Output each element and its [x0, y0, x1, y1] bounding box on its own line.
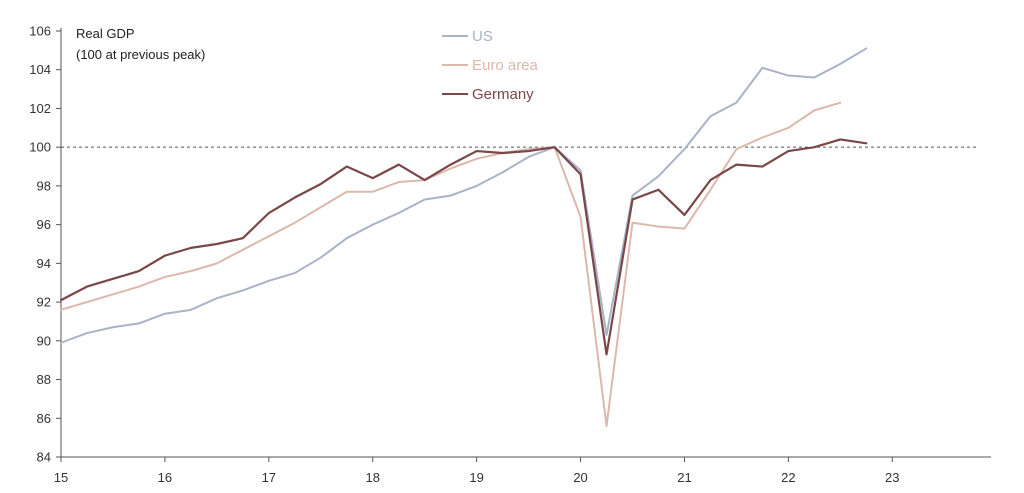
x-tick-label: 15: [54, 470, 68, 485]
y-tick-label: 86: [37, 411, 51, 426]
y-tick-label: 96: [37, 217, 51, 232]
y-tick-label: 102: [29, 101, 51, 116]
x-tick-label: 19: [469, 470, 483, 485]
chart-subtitle: (100 at previous peak): [76, 47, 205, 62]
x-tick-label: 21: [677, 470, 691, 485]
y-tick-label: 94: [37, 256, 51, 271]
y-tick-label: 90: [37, 333, 51, 348]
legend-label-germany: Germany: [472, 86, 534, 103]
series-group: [59, 47, 868, 428]
series-line-us: [60, 47, 868, 344]
y-tick-label: 98: [37, 178, 51, 193]
x-tick-label: 18: [365, 470, 379, 485]
series-line-germany: [59, 138, 868, 356]
x-tick-label: 17: [262, 470, 276, 485]
legend-label-us: US: [472, 28, 493, 45]
y-tick-label: 92: [37, 295, 51, 310]
axes: 84 86 88 90 92 94 96 98 100 102 104 106 15 16 17 18 19 20…: [29, 24, 991, 485]
x-tick-label: 20: [573, 470, 587, 485]
y-tick-label: 88: [37, 372, 51, 387]
legend: US Euro area Germany: [442, 28, 539, 103]
series-line-euro-area: [60, 101, 842, 428]
y-tick-label: 106: [29, 24, 51, 39]
x-tick-label: 22: [781, 470, 795, 485]
y-tick-label: 84: [37, 450, 51, 465]
chart-title: Real GDP: [76, 26, 135, 41]
x-tick-label: 23: [885, 470, 899, 485]
y-tick-label: 104: [29, 62, 51, 77]
y-tick-label: 100: [29, 140, 51, 155]
x-tick-label: 16: [158, 470, 172, 485]
legend-label-euro-area: Euro area: [472, 57, 539, 74]
